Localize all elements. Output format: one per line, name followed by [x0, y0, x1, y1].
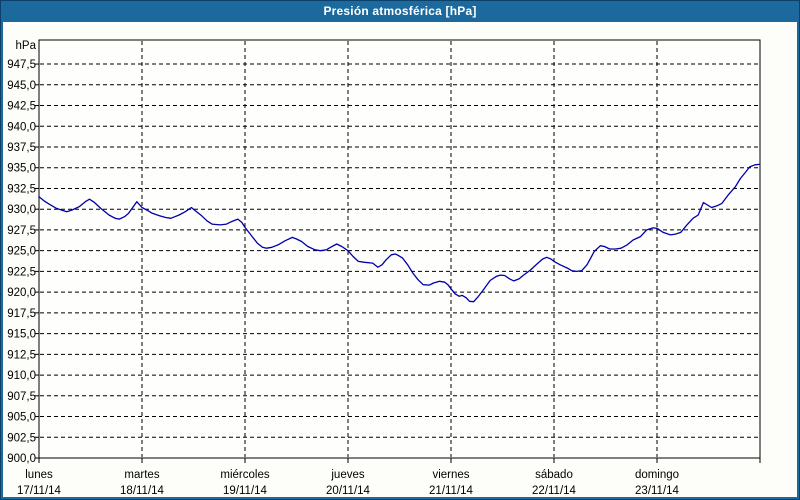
plot-area: [38, 39, 761, 459]
y-tick-label: 937,5: [7, 142, 36, 154]
window-title: Presión atmosférica [hPa]: [323, 4, 477, 18]
y-tick-label: 922,5: [7, 266, 36, 278]
pressure-chart: 947,5 945,0 942,5 940,0 937,5 935,0 932,5 930,0…: [7, 39, 761, 497]
x-day-date-label: 21/11/14: [429, 485, 474, 497]
x-day-date-label: 20/11/14: [326, 485, 371, 497]
x-gridlines: [141, 41, 658, 457]
y-tick-label: 917,5: [7, 308, 36, 320]
x-day-name-label: domingo: [635, 469, 679, 481]
x-day-name-label: jueves: [330, 469, 364, 481]
y-tick-label: 905,0: [7, 412, 36, 424]
x-axis-ticks: [38, 458, 761, 463]
y-tick-label: 907,5: [7, 391, 36, 403]
x-day-name-label: miércoles: [220, 469, 269, 481]
y-tick-label: 935,0: [7, 163, 36, 175]
y-tick-label: 920,0: [7, 287, 36, 299]
y-tick-label: 932,5: [7, 183, 36, 195]
y-tick-label: 912,5: [7, 349, 36, 361]
x-day-name-label: martes: [124, 469, 159, 481]
y-tick-label: 910,0: [7, 370, 36, 382]
y-tick-label: 900,0: [7, 453, 36, 465]
x-day-date-label: 17/11/14: [17, 485, 62, 497]
y-tick-label: 902,5: [7, 432, 36, 444]
y-gridlines: [40, 63, 759, 438]
y-tick-label: 947,5: [7, 59, 36, 71]
x-day-date-label: 22/11/14: [532, 485, 577, 497]
x-axis-labels: lunes 17/11/14 martes 18/11/14 miércoles 19/1…: [17, 469, 680, 497]
x-day-date-label: 23/11/14: [635, 485, 680, 497]
y-tick-label: 927,5: [7, 225, 36, 237]
chart-panel: 947,5 945,0 942,5 940,0 937,5 935,0 932,5 930,0…: [3, 22, 797, 497]
y-tick-label: 945,0: [7, 80, 36, 92]
y-tick-label: 940,0: [7, 121, 36, 133]
x-day-name-label: sábado: [535, 469, 573, 481]
y-axis-unit-label: hPa: [16, 40, 37, 52]
x-day-date-label: 18/11/14: [120, 485, 165, 497]
x-day-name-label: viernes: [432, 469, 469, 481]
y-tick-label: 942,5: [7, 101, 36, 113]
pressure-line: [38, 163, 760, 303]
y-tick-label: 930,0: [7, 204, 36, 216]
x-day-date-label: 19/11/14: [223, 485, 268, 497]
x-day-name-label: lunes: [25, 469, 53, 481]
y-tick-label: 915,0: [7, 329, 36, 341]
y-axis-labels: 947,5 945,0 942,5 940,0 937,5 935,0 932,5 930,0…: [7, 40, 36, 465]
window-titlebar: Presión atmosférica [hPa]: [0, 0, 800, 22]
y-tick-label: 925,0: [7, 246, 36, 258]
y-axis-ticks: [35, 63, 39, 459]
